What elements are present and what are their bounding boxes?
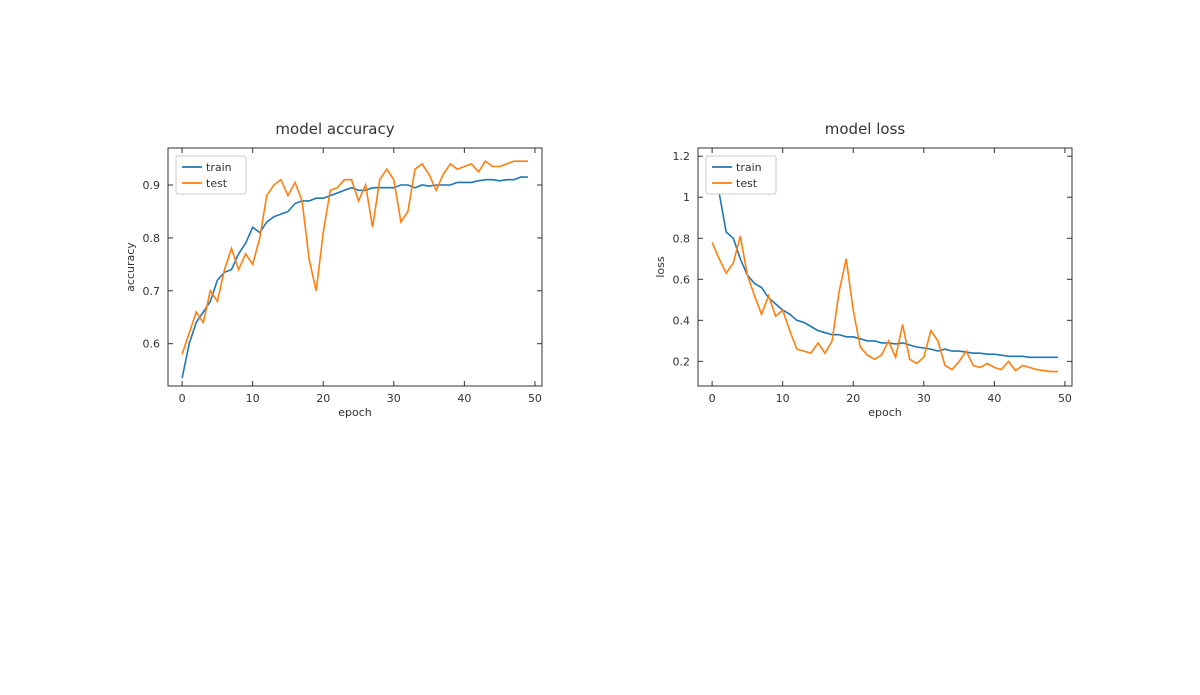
loss-axes: 0 10 20 30 40 50 0.2 0.4 0.6 0.8 1 1.2 epoch loss trai… bbox=[650, 142, 1080, 422]
x-tick-label: 0 bbox=[709, 392, 716, 405]
legend-label-test: test bbox=[206, 177, 228, 190]
y-tick-label: 0.6 bbox=[143, 338, 161, 351]
y-tick-label: 1 bbox=[683, 191, 690, 204]
legend-label-test: test bbox=[736, 177, 758, 190]
accuracy-panel: model accuracy 0 10 20 30 40 50 0.6 0.7 0.8 0.9 ep… bbox=[120, 120, 550, 450]
y-tick-label: 0.6 bbox=[673, 273, 691, 286]
x-tick-label: 40 bbox=[987, 392, 1001, 405]
x-tick-label: 30 bbox=[387, 392, 401, 405]
x-axis-label: epoch bbox=[338, 406, 372, 419]
y-axis-label: accuracy bbox=[124, 242, 137, 292]
x-tick-label: 30 bbox=[917, 392, 931, 405]
legend-label-train: train bbox=[736, 161, 762, 174]
x-tick-label: 20 bbox=[316, 392, 330, 405]
accuracy-title: model accuracy bbox=[120, 120, 550, 138]
x-tick-label: 40 bbox=[457, 392, 471, 405]
x-axis-label: epoch bbox=[868, 406, 902, 419]
y-tick-label: 0.7 bbox=[143, 285, 161, 298]
accuracy-axes: 0 10 20 30 40 50 0.6 0.7 0.8 0.9 epoch accuracy trai… bbox=[120, 142, 550, 422]
y-tick-label: 0.9 bbox=[143, 179, 161, 192]
figure: model accuracy 010203040500.60.70.80.9ep… bbox=[120, 120, 1080, 450]
y-tick-label: 0.2 bbox=[673, 355, 691, 368]
y-tick-label: 0.4 bbox=[673, 314, 691, 327]
train-line bbox=[182, 177, 528, 378]
x-tick-label: 10 bbox=[246, 392, 260, 405]
x-tick-label: 50 bbox=[528, 392, 542, 405]
loss-title: model loss bbox=[650, 120, 1080, 138]
y-tick-label: 0.8 bbox=[143, 232, 161, 245]
y-axis-label: loss bbox=[654, 256, 667, 278]
x-tick-label: 0 bbox=[179, 392, 186, 405]
legend-label-train: train bbox=[206, 161, 232, 174]
x-tick-label: 50 bbox=[1058, 392, 1072, 405]
y-tick-label: 0.8 bbox=[673, 232, 691, 245]
x-tick-label: 10 bbox=[776, 392, 790, 405]
x-tick-label: 20 bbox=[846, 392, 860, 405]
y-tick-label: 1.2 bbox=[673, 150, 691, 163]
loss-panel: model loss 0 10 20 30 40 50 0.2 0.4 0.6 0.8 1 1.2 ep… bbox=[650, 120, 1080, 450]
test-line bbox=[712, 236, 1058, 371]
